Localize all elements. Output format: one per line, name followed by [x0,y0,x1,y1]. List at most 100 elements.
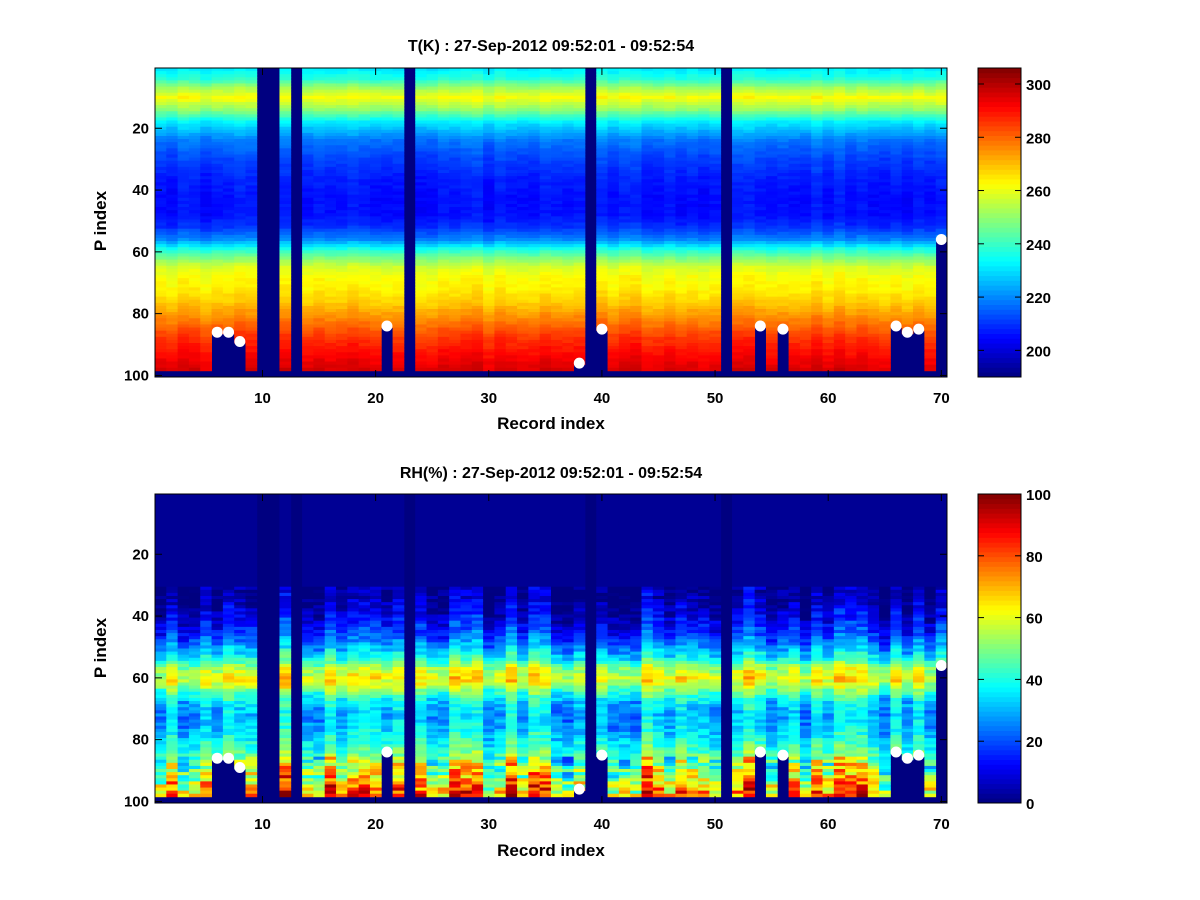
temperature-cell [596,222,608,226]
temperature-cell [313,268,326,273]
temperature-cell [675,182,688,186]
temperature-record-column [754,68,767,328]
temperature-cell [698,126,710,131]
temperature-cell [539,358,552,362]
temperature-cell [788,163,801,168]
temperature-cell [494,262,507,267]
temperature-cell [471,132,484,137]
temperature-cell [415,327,427,332]
temperature-cell [777,222,789,226]
temperature-cell [245,117,258,121]
temperature-cell [596,271,608,276]
temperature-cell [528,74,541,78]
temperature-cell [347,182,360,186]
temperature-cell [573,157,586,162]
temperature-cell [562,132,575,137]
temperature-cell [551,166,563,171]
temperature-cell [698,77,710,81]
temperature-cell [426,197,439,202]
temperature-cell [392,222,405,226]
temperature-cell [652,275,665,279]
temperature-cell [347,114,360,118]
temperature-cell [222,86,235,91]
temperature-cell [471,287,484,291]
temperature-cell [460,154,473,159]
temperature-cell [177,241,190,245]
temperature-cell [641,361,654,366]
temperature-cell [573,83,586,87]
temperature-cell [245,120,258,125]
temperature-cell [709,349,722,353]
temperature-cell [188,207,201,211]
temperature-cell [302,231,314,236]
temperature-cell [392,364,405,369]
temperature-cell [743,77,756,81]
temperature-cell [336,142,348,146]
temperature-cell [426,123,439,128]
temperature-cell [245,207,258,211]
temperature-cell [155,98,167,103]
temperature-cell [732,157,744,162]
temperature-cell [686,244,699,248]
temperature-cell [347,219,360,223]
temperature-cell [517,333,529,338]
temperature-cell [675,367,688,372]
temperature-cell [392,132,405,137]
temperature-cell [347,321,360,325]
temperature-cell [539,271,552,276]
temperature-cell [358,241,371,245]
temperature-cell [630,293,642,298]
temperature-cell [381,157,393,162]
temperature-cell [234,157,246,162]
temperature-cell [426,216,439,220]
temperature-cell [369,169,382,174]
temperature-cell [618,364,631,369]
temperature-cell [528,135,541,140]
temperature-cell [392,305,405,310]
temperature-cell [437,142,450,146]
temperature-cell [698,157,710,162]
temperature-cell [279,343,292,347]
temperature-cell [596,194,608,199]
temperature-cell [369,302,382,307]
temperature-cell [166,333,179,338]
temperature-cell [155,278,167,282]
temperature-cell [302,83,314,87]
temperature-cell [155,355,167,359]
temperature-cell [415,216,427,220]
temperature-cell [369,188,382,192]
temperature-cell [358,68,371,72]
temperature-cell [449,346,461,350]
temperature-cell [596,151,608,155]
temperature-cell [177,176,190,180]
temperature-cell [517,234,529,239]
temperature-cell [517,244,529,248]
temperature-cell [788,231,801,236]
temperature-cell [743,339,756,344]
temperature-cell [743,237,756,242]
temperature-cell [799,101,812,106]
temperature-cell [188,80,201,84]
temperature-cell [449,281,461,285]
temperature-cell [686,95,699,100]
temperature-cell [754,179,767,183]
temperature-cell [686,364,699,369]
temperature-cell [754,111,767,115]
temperature-cell [618,166,631,171]
temperature-cell [200,92,212,97]
temperature-cell [743,210,756,214]
temperature-cell [437,68,450,72]
temperature-cell [415,95,427,100]
temperature-record-column [528,68,541,372]
temperature-cell [358,234,371,239]
temperature-cell [234,324,246,328]
temperature-cell [777,142,789,146]
temperature-cell [551,154,563,159]
temperature-cell [369,182,382,186]
temperature-cell [664,231,676,236]
temperature-cell [392,367,405,372]
temperature-cell [415,111,427,115]
temperature-cell [573,216,586,220]
temperature-cell [618,237,631,242]
temperature-cell [505,114,518,118]
